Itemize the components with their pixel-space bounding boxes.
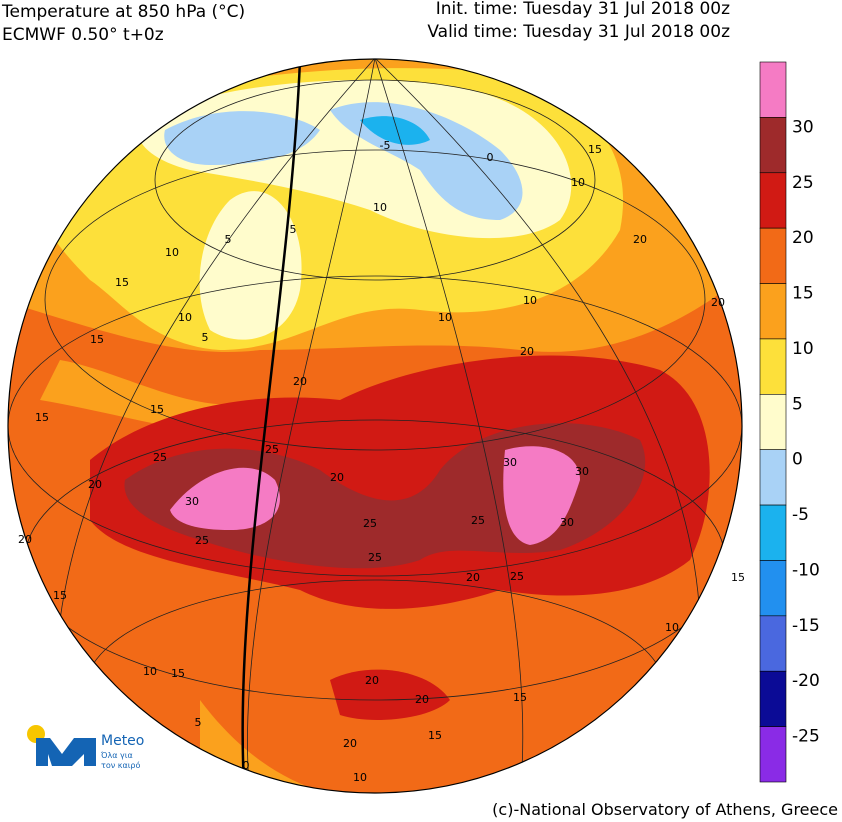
logo-slogan: τον καιρό [101, 760, 140, 770]
contour-label: 10 [438, 311, 452, 324]
contour-label: 20 [711, 296, 725, 309]
colorbar-label: -10 [792, 560, 820, 580]
colorbar-label: -25 [792, 727, 820, 747]
colorbar-label: 5 [792, 394, 803, 414]
init-time: Init. time: Tuesday 31 Jul 2018 00z [436, 0, 730, 19]
contour-label: 30 [575, 465, 589, 478]
globe [8, 59, 742, 793]
contour-label: 5 [225, 233, 232, 246]
contour-label: 20 [633, 233, 647, 246]
model: ECMWF 0.50° t+0z [2, 25, 164, 45]
colorbar-box [759, 504, 787, 561]
logo-slogan: Όλα για [100, 750, 133, 760]
contour-label: 0 [243, 759, 250, 772]
contour-label: 10 [353, 771, 367, 784]
contour-label: 25 [265, 443, 279, 456]
colorbar-box [759, 394, 787, 450]
contour-label: 20 [415, 693, 429, 706]
contour-label: 20 [365, 674, 379, 687]
contour-label: 20 [18, 533, 32, 546]
contour-label: 20 [330, 471, 344, 484]
contour-label: 15 [53, 589, 67, 602]
colorbar-box [759, 670, 787, 727]
contour-label: 15 [150, 403, 164, 416]
contour-label: 15 [588, 143, 602, 156]
colorbar-label: -20 [792, 671, 820, 691]
contour-label: 10 [143, 665, 157, 678]
contour-label: 0 [487, 151, 494, 164]
contour-label: 20 [343, 737, 357, 750]
colorbar-box [759, 726, 787, 783]
colorbar-box [759, 615, 787, 672]
title: Temperature at 850 hPa (°C) [1, 2, 245, 22]
logo: Meteo Όλα για τον καιρό [27, 725, 144, 770]
colorbar-label: 0 [792, 450, 803, 470]
colorbar: 30 25 20 15 10 5 0 -5 -10 -15 -20 -25 [759, 61, 820, 783]
contour-label: 10 [165, 246, 179, 259]
contour-label: 20 [88, 478, 102, 491]
contour-label: 25 [510, 570, 524, 583]
contour-label: 15 [35, 411, 49, 424]
contour-labels: -5 0 5 10 5 10 15 10 5 10 10 15 10 20 20 15 15 15 20 25 30 25… [18, 139, 745, 784]
contour-label: 10 [373, 201, 387, 214]
colorbar-box [759, 449, 787, 506]
contour-label: 25 [363, 517, 377, 530]
colorbar-box [759, 172, 787, 229]
contour-label: 25 [471, 514, 485, 527]
contour-label: 15 [513, 691, 527, 704]
contour-label: 20 [466, 571, 480, 584]
contour-label: 15 [428, 729, 442, 742]
colorbar-label: 25 [792, 173, 814, 193]
contour-label: 20 [293, 375, 307, 388]
colorbar-box [759, 560, 787, 617]
contour-label: 15 [731, 571, 745, 584]
contour-label: 10 [523, 294, 537, 307]
colorbar-label: -15 [792, 616, 820, 636]
colorbar-box [759, 117, 787, 174]
colorbar-box [759, 227, 787, 284]
globe-outline [7, 58, 743, 794]
contour-label: 5 [195, 716, 202, 729]
valid-time: Valid time: Tuesday 31 Jul 2018 00z [427, 22, 730, 42]
contour-label: 15 [115, 276, 129, 289]
contour-label: 10 [178, 311, 192, 324]
contour-label: 20 [520, 345, 534, 358]
colorbar-label: 10 [792, 339, 814, 359]
contour-label: 10 [665, 621, 679, 634]
contour-label: 5 [290, 223, 297, 236]
colorbar-label: -5 [792, 505, 809, 525]
colorbar-label: 30 [792, 117, 814, 137]
contour-label: 30 [185, 495, 199, 508]
contour-label: 10 [571, 176, 585, 189]
colorbar-box [759, 61, 787, 118]
contour-label: 25 [153, 451, 167, 464]
contour-label: 25 [195, 534, 209, 547]
contour-label: -5 [380, 139, 391, 152]
credit: (c)-National Observatory of Athens, Gree… [492, 800, 838, 819]
contour-label: 25 [368, 551, 382, 564]
contour-label: 30 [503, 456, 517, 469]
contour-label: 15 [171, 667, 185, 680]
logo-name: Meteo [101, 733, 144, 749]
colorbar-label: 15 [792, 284, 814, 304]
colorbar-label: 20 [792, 228, 814, 248]
contour-label: 30 [560, 516, 574, 529]
contour-label: 15 [90, 333, 104, 346]
colorbar-box [759, 283, 787, 340]
contour-label: 5 [202, 331, 209, 344]
colorbar-box [759, 338, 787, 395]
